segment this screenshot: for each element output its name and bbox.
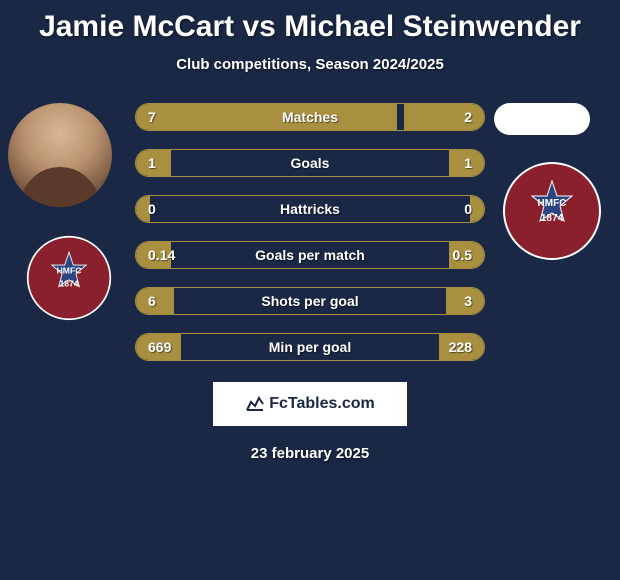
club-badge-icon: HMFC 1874	[502, 161, 602, 261]
value-right: 1	[464, 155, 472, 171]
stat-row: 7 2 Matches	[135, 103, 485, 131]
player-right-avatar	[494, 103, 590, 135]
club-right-badge: HMFC 1874	[502, 161, 602, 261]
stat-row: 669 228 Min per goal	[135, 333, 485, 361]
value-left: 1	[148, 155, 156, 171]
footer-brand-box: FcTables.com	[210, 379, 410, 429]
value-left: 0.14	[148, 247, 175, 263]
value-right: 3	[464, 293, 472, 309]
club-year: 1874	[59, 279, 78, 289]
value-left: 0	[148, 201, 156, 217]
stat-label: Matches	[282, 109, 338, 125]
club-initials: HMFC	[57, 266, 82, 276]
value-right: 0	[464, 201, 472, 217]
value-right: 228	[449, 339, 472, 355]
club-badge-icon: HMFC 1874	[26, 235, 112, 321]
value-left: 7	[148, 109, 156, 125]
club-year: 1874	[541, 213, 564, 224]
value-right: 2	[464, 109, 472, 125]
stat-label: Shots per goal	[261, 293, 358, 309]
stat-label: Goals	[291, 155, 330, 171]
player-left-avatar	[8, 103, 112, 207]
value-left: 6	[148, 293, 156, 309]
stat-row: 0.14 0.5 Goals per match	[135, 241, 485, 269]
value-right: 0.5	[453, 247, 472, 263]
club-initials: HMFC	[538, 198, 567, 209]
subtitle: Club competitions, Season 2024/2025	[0, 56, 620, 73]
stat-row: 1 1 Goals	[135, 149, 485, 177]
footer-brand-text: FcTables.com	[269, 395, 375, 413]
stats-column: 7 2 Matches 1 1 Goals 0 0 Hattricks 0.14 0.5 Goals …	[135, 103, 485, 361]
stat-row: 0 0 Hattricks	[135, 195, 485, 223]
page-title: Jamie McCart vs Michael Steinwender	[0, 0, 620, 44]
chart-icon	[245, 392, 265, 417]
bar-left	[136, 104, 397, 130]
date-text: 23 february 2025	[0, 445, 620, 462]
club-left-badge: HMFC 1874	[26, 235, 112, 321]
stats-area: HMFC 1874 HMFC 1874 7 2 Matches 1 1 Goals 0 0 Ha…	[0, 103, 620, 361]
stat-row: 6 3 Shots per goal	[135, 287, 485, 315]
stat-label: Min per goal	[269, 339, 351, 355]
stat-label: Goals per match	[255, 247, 365, 263]
stat-label: Hattricks	[280, 201, 340, 217]
value-left: 669	[148, 339, 171, 355]
